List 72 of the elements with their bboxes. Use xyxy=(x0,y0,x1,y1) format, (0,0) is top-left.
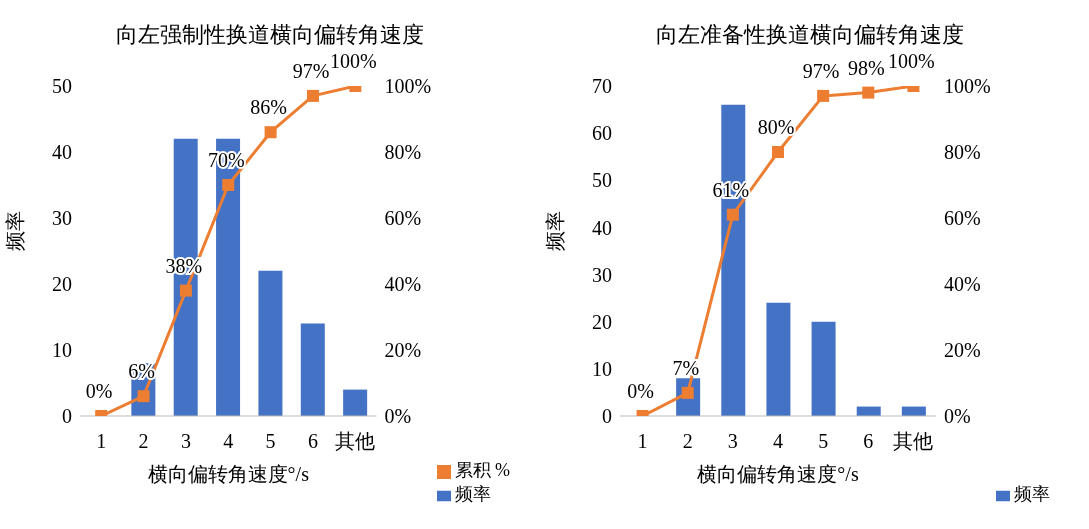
y2-tick-label: 60% xyxy=(944,207,981,230)
data-label: 0% xyxy=(627,380,654,402)
y-tick-label: 20 xyxy=(592,310,612,333)
y-tick-label: 0 xyxy=(62,405,72,428)
y2-tick-label: 40% xyxy=(384,273,422,296)
y-tick-label: 70 xyxy=(592,75,612,98)
y2-tick-label: 60% xyxy=(384,207,422,230)
y-axis-title: 频率 xyxy=(4,211,27,251)
x-tick-label: 1 xyxy=(96,430,107,453)
y-tick-label: 30 xyxy=(52,207,72,230)
x-tick-label: 2 xyxy=(138,430,149,453)
y2-tick-label: 80% xyxy=(384,141,422,164)
point xyxy=(772,146,784,158)
data-label: 98% xyxy=(847,56,885,79)
y2-tick-label: 100% xyxy=(944,75,991,98)
x-tick-label: 其他 xyxy=(335,430,376,453)
data-label: 80% xyxy=(757,116,795,138)
y-tick-label: 50 xyxy=(592,169,612,192)
y-tick-label: 50 xyxy=(52,75,72,98)
legend-label: 累积 % xyxy=(454,460,510,480)
x-tick-label: 5 xyxy=(265,430,276,453)
x-tick-label: 2 xyxy=(682,430,693,453)
bar xyxy=(343,389,368,416)
x-tick-label: 5 xyxy=(818,430,829,453)
point xyxy=(222,179,235,191)
y-tick-label: 10 xyxy=(592,357,612,380)
y-axis-title: 频率 xyxy=(544,211,567,251)
y-tick-label: 30 xyxy=(592,263,612,286)
y-tick-label: 40 xyxy=(52,141,72,164)
data-label: 100% xyxy=(888,50,935,72)
x-axis-title: 横向偏转角速度°/s xyxy=(147,463,310,485)
y-tick-label: 0 xyxy=(602,405,612,428)
chart-title: 向左准备性换道横向偏转角速度 xyxy=(655,21,965,47)
data-label: 0% xyxy=(85,380,113,402)
data-label: 97% xyxy=(802,59,840,82)
point xyxy=(264,126,277,139)
x-tick-label: 4 xyxy=(773,430,783,453)
point xyxy=(137,390,150,403)
x-tick-label: 6 xyxy=(307,430,318,453)
point xyxy=(817,89,830,102)
legend-label: 频率 xyxy=(454,484,491,504)
y2-tick-label: 20% xyxy=(944,339,981,362)
point xyxy=(306,89,319,102)
y2-tick-label: 0% xyxy=(384,405,412,428)
y-tick-label: 40 xyxy=(592,216,612,239)
data-label: 100% xyxy=(329,50,377,72)
x-tick-label: 4 xyxy=(223,430,234,453)
x-tick-label: 其他 xyxy=(893,430,934,453)
y2-tick-label: 20% xyxy=(384,339,422,362)
bar xyxy=(766,302,791,416)
chart-title: 向左强制性换道横向偏转角速度 xyxy=(115,21,425,47)
y-tick-label: 10 xyxy=(52,339,72,362)
point xyxy=(862,86,875,99)
y2-tick-label: 80% xyxy=(944,141,981,164)
y2-tick-label: 100% xyxy=(384,75,432,98)
y2-tick-label: 0% xyxy=(944,405,971,428)
legend-label: 频率 xyxy=(1014,484,1050,504)
data-label: 97% xyxy=(292,59,330,82)
y-tick-label: 20 xyxy=(52,273,72,296)
y-tick-label: 60 xyxy=(592,122,612,145)
bar xyxy=(258,270,283,416)
y2-tick-label: 40% xyxy=(944,273,981,296)
x-tick-label: 1 xyxy=(637,430,648,453)
x-tick-label: 6 xyxy=(863,430,874,453)
bar xyxy=(811,321,836,416)
x-axis-title: 横向偏转角速度°/s xyxy=(697,463,859,485)
bar xyxy=(300,323,325,416)
x-tick-label: 3 xyxy=(180,430,191,453)
data-label: 86% xyxy=(250,96,287,119)
point xyxy=(726,208,739,221)
point xyxy=(179,284,192,297)
x-tick-label: 3 xyxy=(727,430,738,453)
